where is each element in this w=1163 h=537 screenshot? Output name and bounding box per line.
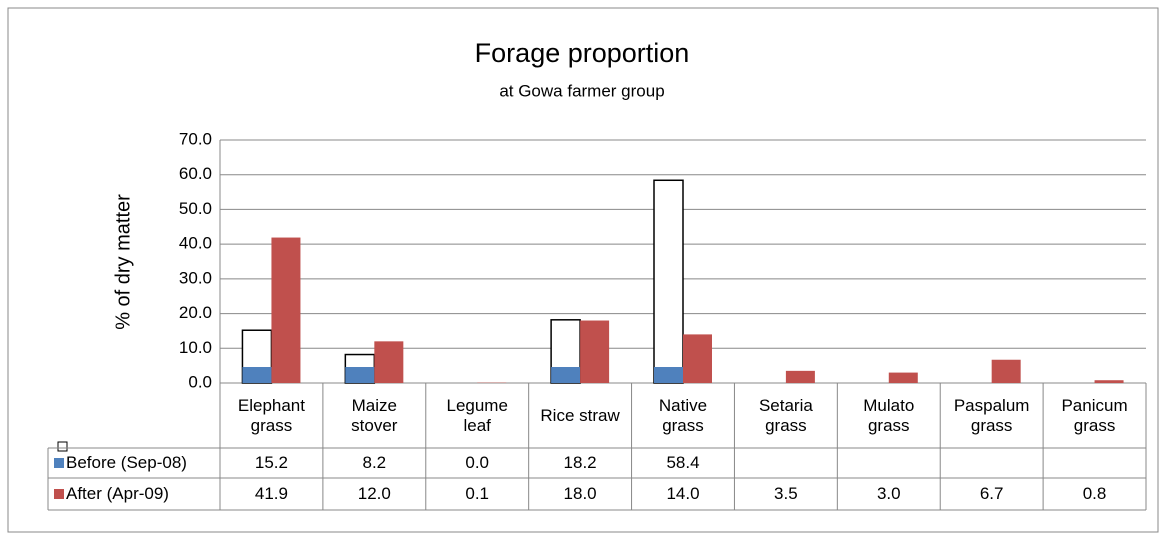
y-axis-label: % of dry matter bbox=[112, 194, 134, 330]
chart-title: Forage proportion bbox=[475, 38, 690, 68]
data-table-value: 14.0 bbox=[666, 484, 700, 503]
data-table-value: 3.0 bbox=[876, 484, 901, 503]
bar-base bbox=[654, 367, 683, 383]
x-tick-label: Native grass bbox=[658, 395, 708, 435]
y-tick-label: 60.0 bbox=[179, 164, 212, 183]
bar-base bbox=[345, 367, 375, 383]
data-table-value: 0.8 bbox=[1082, 484, 1107, 503]
data-table-value: 18.2 bbox=[563, 453, 597, 472]
bar bbox=[374, 341, 404, 383]
bar bbox=[580, 320, 610, 383]
data-table-value: 0.1 bbox=[465, 484, 490, 503]
x-tick-label: Legume leaf bbox=[446, 395, 508, 435]
y-tick-label: 50.0 bbox=[179, 199, 212, 218]
data-table-value: 41.9 bbox=[254, 484, 288, 503]
x-tick-label: Maize stover bbox=[351, 395, 398, 435]
bar bbox=[888, 372, 918, 383]
legend-key bbox=[57, 441, 68, 452]
chart-subtitle: at Gowa farmer group bbox=[499, 81, 664, 100]
data-table-value: 0.0 bbox=[465, 453, 490, 472]
bar-base bbox=[551, 367, 581, 383]
x-tick-label: Elephant grass bbox=[237, 395, 305, 435]
y-tick-label: 20.0 bbox=[179, 303, 212, 322]
y-tick-label: 10.0 bbox=[179, 338, 212, 357]
bar bbox=[991, 359, 1021, 383]
data-table-value: 3.5 bbox=[774, 484, 798, 503]
x-tick-label: Mulato grass bbox=[863, 395, 915, 435]
x-tick-label: Paspalum grass bbox=[953, 395, 1030, 435]
data-table-value: 12.0 bbox=[357, 484, 391, 503]
y-tick-label: 40.0 bbox=[179, 234, 212, 253]
legend-swatch bbox=[54, 458, 64, 468]
bar bbox=[785, 370, 815, 383]
y-tick-label: 0.0 bbox=[188, 372, 212, 391]
data-table-value: 6.7 bbox=[979, 484, 1004, 503]
data-table-value: 18.0 bbox=[563, 484, 597, 503]
bar bbox=[653, 179, 684, 384]
x-tick-label: Panicum grass bbox=[1061, 395, 1128, 435]
chart-frame bbox=[7, 7, 1159, 533]
data-table-value: 58.4 bbox=[666, 453, 700, 472]
legend-swatch bbox=[54, 489, 64, 499]
y-tick-label: 30.0 bbox=[179, 268, 212, 287]
bar bbox=[1094, 380, 1124, 383]
data-table-value: 15.2 bbox=[254, 453, 288, 472]
x-tick-label: Setaria grass bbox=[758, 395, 813, 435]
legend-label: After (Apr-09) bbox=[66, 484, 169, 503]
bar-base bbox=[242, 367, 272, 383]
bar bbox=[271, 237, 301, 383]
y-tick-label: 70.0 bbox=[179, 129, 212, 148]
legend-label: Before (Sep-08) bbox=[66, 453, 187, 472]
x-tick-label: Rice straw bbox=[540, 405, 620, 425]
data-table-value: 8.2 bbox=[362, 453, 387, 472]
bar bbox=[683, 334, 712, 383]
